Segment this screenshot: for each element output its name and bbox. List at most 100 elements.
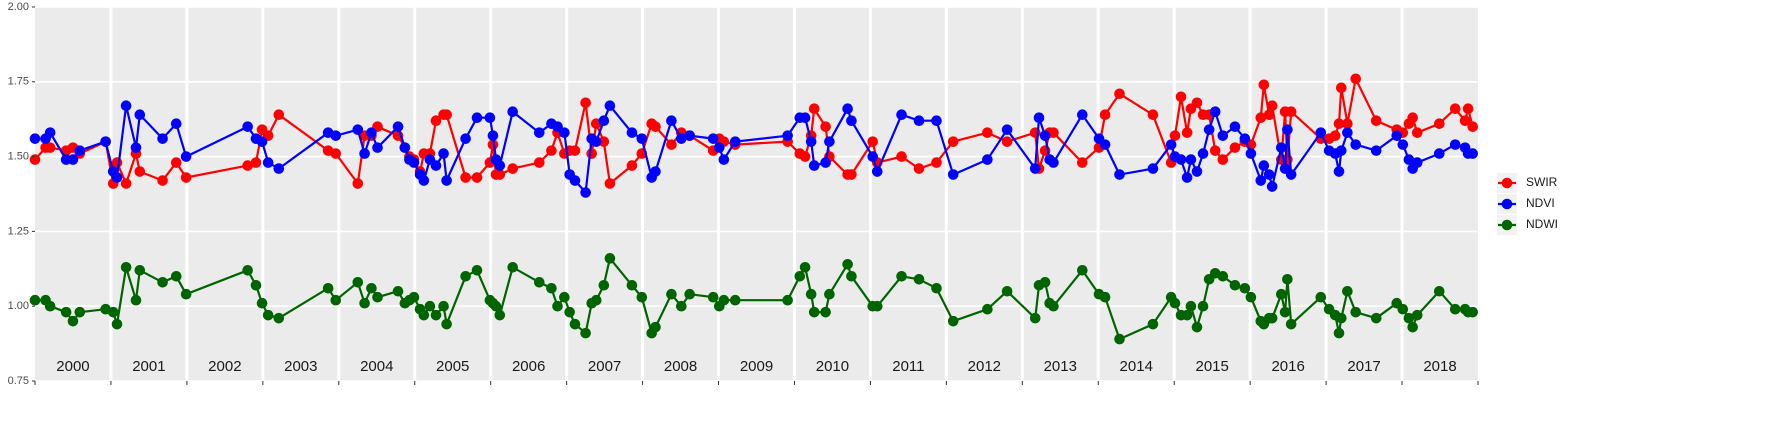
series-point [580, 327, 591, 339]
series-point [580, 187, 591, 198]
series-point [170, 157, 182, 168]
series-point [242, 264, 253, 276]
series-point [1099, 139, 1111, 150]
series-point [273, 312, 285, 324]
series-point [1077, 264, 1088, 276]
series-point [44, 127, 56, 138]
series-point [1266, 100, 1278, 112]
series-point [1258, 160, 1270, 171]
series-point [1266, 181, 1278, 192]
series-point [913, 273, 925, 285]
series-point [799, 262, 811, 273]
series-point [931, 282, 942, 294]
series-point [533, 276, 545, 288]
series-point [1335, 145, 1347, 156]
series-point [1175, 154, 1187, 165]
series-point [1001, 136, 1013, 147]
y-tick-label: 0.75 [8, 375, 29, 387]
series-point [794, 270, 806, 282]
series-point [322, 282, 334, 294]
series-point [1175, 91, 1187, 103]
series-point [352, 124, 364, 135]
series-point [180, 172, 192, 183]
facet-label: 2001 [132, 358, 165, 375]
series-point [1001, 124, 1013, 135]
series-point [1029, 163, 1041, 174]
series-point [799, 112, 811, 124]
series-point [157, 133, 168, 144]
facet-label: 2011 [892, 358, 924, 375]
series-point [590, 136, 602, 147]
series-point [569, 318, 581, 330]
series-point [707, 291, 719, 303]
series-point [1275, 288, 1287, 300]
series-point [157, 276, 168, 288]
series-point [1114, 333, 1125, 345]
series-point [1181, 309, 1193, 321]
series-point [29, 133, 41, 144]
series-point [67, 154, 79, 165]
series-point [636, 133, 648, 144]
series-point [713, 142, 725, 153]
series-point [820, 306, 831, 318]
series-point [256, 136, 268, 147]
series-point [947, 136, 959, 147]
series-point [273, 109, 285, 121]
series-point [867, 151, 878, 162]
series-point [29, 154, 41, 165]
series-point [441, 318, 452, 330]
y-tick-label: 1.50 [8, 151, 29, 163]
series-point [242, 121, 253, 132]
series-point [1285, 169, 1297, 180]
series-point [1370, 145, 1382, 156]
series-point [729, 136, 741, 147]
series-point [1191, 321, 1203, 333]
series-point [438, 300, 449, 312]
series-point [805, 288, 817, 300]
series-point [1209, 106, 1221, 118]
series-point [626, 127, 638, 138]
series-point [666, 115, 677, 126]
series-point [1255, 112, 1267, 124]
series-point [1039, 276, 1051, 288]
series-point [1229, 142, 1241, 153]
series-point [441, 175, 452, 186]
series-point [1282, 124, 1293, 135]
series-point [1391, 130, 1403, 141]
series-point [330, 130, 342, 141]
series-point [418, 309, 430, 321]
facet-label: 2014 [1120, 358, 1153, 375]
series-point [1048, 127, 1059, 138]
series-point [494, 169, 506, 180]
series-point [262, 309, 274, 321]
series-point [460, 270, 471, 282]
series-point [392, 285, 404, 297]
series-point [1285, 318, 1297, 330]
series-point [1099, 109, 1111, 121]
series-point [1350, 306, 1362, 318]
series-point [111, 318, 123, 330]
series-point [1411, 157, 1423, 168]
series-point [546, 145, 557, 156]
series-point [111, 172, 123, 183]
series-point [1315, 291, 1327, 303]
series-point [1335, 312, 1347, 324]
series-point [330, 294, 342, 306]
series-point [546, 282, 557, 294]
series-point [590, 294, 602, 306]
series-point [931, 157, 942, 168]
y-tick-label: 1.25 [8, 225, 29, 237]
series-point [29, 294, 41, 306]
series-point [180, 151, 192, 162]
facet-label: 2010 [816, 358, 849, 375]
series-point [1370, 115, 1382, 126]
series-point [359, 148, 370, 159]
series-point [718, 294, 730, 306]
facet-label: 2018 [1423, 358, 1456, 375]
series-point [1165, 139, 1177, 150]
facet-label: 2015 [1195, 358, 1228, 375]
series-point [1029, 312, 1041, 324]
series-point [487, 130, 499, 141]
series-point [484, 112, 496, 124]
series-point [1449, 139, 1461, 150]
